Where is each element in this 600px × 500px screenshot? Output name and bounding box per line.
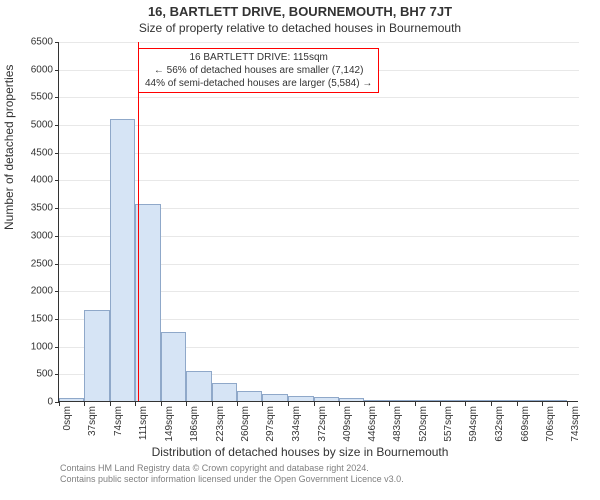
footnote-line2: Contains public sector information licen… [60,474,590,485]
histogram-bar [415,400,440,401]
histogram-bar [440,400,465,401]
histogram-bar [186,371,211,401]
marker-line [138,42,139,401]
callout-line1: 16 BARTLETT DRIVE: 115sqm [145,51,372,64]
ytick-label: 4000 [13,175,53,186]
ytick-mark [55,264,59,265]
ytick-label: 3000 [13,230,53,241]
histogram-bar [135,204,161,401]
histogram-bar [517,400,542,401]
marker-callout: 16 BARTLETT DRIVE: 115sqm ← 56% of detac… [138,48,379,93]
footnote-line1: Contains HM Land Registry data © Crown c… [60,463,590,474]
ytick-label: 3500 [13,203,53,214]
histogram-bar [161,332,186,401]
histogram-bar [542,400,567,401]
ytick-mark [55,374,59,375]
ytick-label: 6000 [13,64,53,75]
ytick-label: 2000 [13,286,53,297]
ytick-mark [55,42,59,43]
histogram-bar [110,119,135,401]
histogram-bar [389,400,414,401]
ytick-mark [55,125,59,126]
ytick-mark [55,291,59,292]
chart-title: 16, BARTLETT DRIVE, BOURNEMOUTH, BH7 7JT [0,0,600,19]
x-axis-label: Distribution of detached houses by size … [0,405,600,459]
histogram-bar [59,398,84,401]
ytick-label: 6500 [13,37,53,48]
ytick-mark [55,347,59,348]
ytick-label: 4500 [13,147,53,158]
callout-line3: 44% of semi-detached houses are larger (… [145,77,372,90]
histogram-bar [262,394,287,401]
ytick-mark [55,208,59,209]
footnote: Contains HM Land Registry data © Crown c… [0,459,600,485]
histogram-bar [314,397,339,401]
histogram-bar [212,383,237,401]
ytick-label: 5500 [13,92,53,103]
chart-subtitle: Size of property relative to detached ho… [0,19,600,35]
callout-line2: ← 56% of detached houses are smaller (7,… [145,64,372,77]
plot-area: 0500100015002000250030003500400045005000… [58,42,578,402]
ytick-mark [55,236,59,237]
histogram-bar [84,310,109,401]
histogram-bar [491,400,516,401]
histogram-bar [364,400,389,401]
ytick-mark [55,180,59,181]
histogram-bar [339,398,364,401]
ytick-label: 1000 [13,341,53,352]
ytick-mark [55,319,59,320]
histogram-bar [288,396,314,401]
histogram-bar [237,391,262,401]
ytick-label: 2500 [13,258,53,269]
ytick-mark [55,70,59,71]
ytick-mark [55,153,59,154]
ytick-label: 1500 [13,313,53,324]
histogram-bar [465,400,491,401]
ytick-label: 500 [13,369,53,380]
ytick-mark [55,97,59,98]
ytick-label: 5000 [13,120,53,131]
